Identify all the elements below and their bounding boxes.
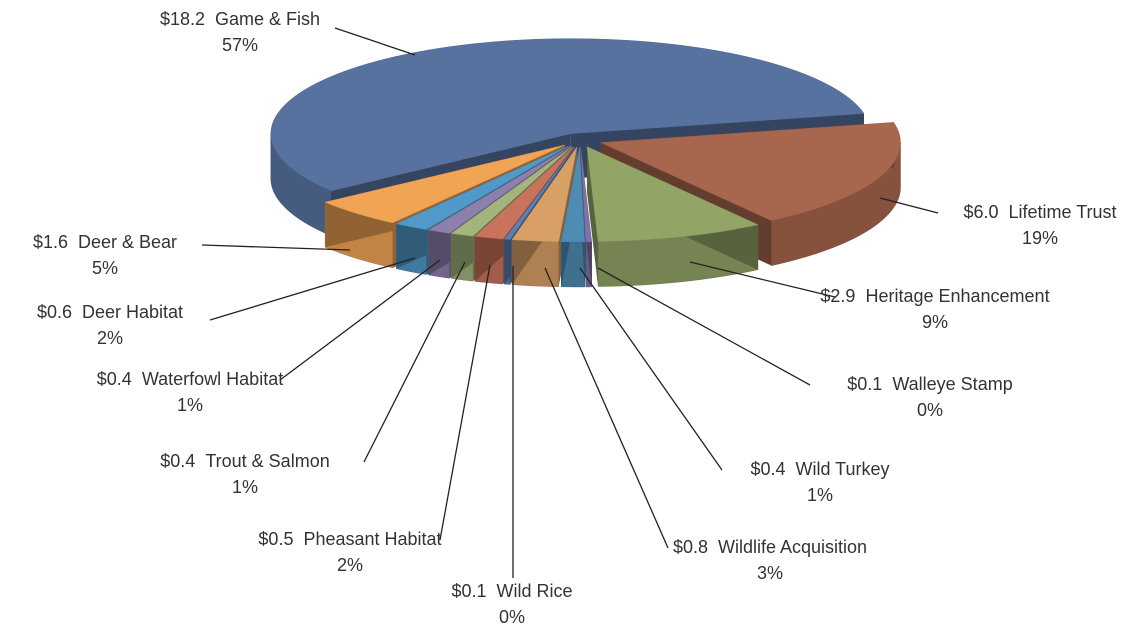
leader-line [279,259,441,381]
leader-line [689,261,836,298]
value-label: $0.4 [750,459,785,479]
percent-label: 5% [92,258,118,278]
data-label: $0.6 Deer Habitat [37,302,183,322]
slice-top [450,146,573,237]
leader-line [579,267,723,471]
slice-top [560,146,586,243]
value-label: $18.2 [160,9,205,29]
percent-label: 2% [97,328,123,348]
category-label: Wildlife Acquisition [718,537,867,557]
slice-top [586,146,759,242]
slice [560,146,586,288]
category-label: Deer Habitat [82,302,183,322]
percent-label: 2% [337,555,363,575]
value-label: $0.1 [847,374,882,394]
value-label: $0.1 [451,581,486,601]
category-label: Wild Rice [497,581,573,601]
category-label: Wild Turkey [796,459,890,479]
percent-label: 0% [499,607,525,625]
data-label: $0.4 Wild Turkey [750,459,889,479]
data-label: $0.1 Wild Rice [451,581,572,601]
percent-label: 1% [807,485,833,505]
category-label: Game & Fish [215,9,320,29]
slice [586,146,759,287]
value-label: $0.8 [673,537,708,557]
data-label: $6.0 Lifetime Trust [963,202,1116,222]
data-label: $0.5 Pheasant Habitat [258,529,441,549]
percent-label: 57% [222,35,258,55]
data-label: $0.4 Trout & Salmon [160,451,329,471]
slice-top [503,146,576,240]
slice-wall [586,146,599,287]
leader-line [879,197,939,214]
slice-top [474,146,574,240]
category-label: Deer & Bear [78,232,177,252]
leader-line [439,264,491,541]
percent-label: 3% [757,563,783,583]
percent-label: 1% [232,477,258,497]
leader-line [334,27,416,56]
data-label: $1.6 Deer & Bear [33,232,177,252]
category-label: Heritage Enhancement [865,286,1049,306]
data-label: $18.2 Game & Fish [160,9,320,29]
category-label: Lifetime Trust [1009,202,1117,222]
slice-top [427,146,571,234]
category-label: Trout & Salmon [205,451,329,471]
leader-line [597,267,811,386]
slice-top [395,145,569,230]
slice-top [324,144,565,224]
category-label: Pheasant Habitat [303,529,441,549]
value-label: $0.4 [97,369,132,389]
category-label: Waterfowl Habitat [142,369,283,389]
data-label: $0.8 Wildlife Acquisition [673,537,867,557]
percent-label: 9% [922,312,948,332]
category-label: Walleye Stamp [892,374,1012,394]
slice-top [270,38,865,192]
slice-top [511,146,578,242]
value-label: $1.6 [33,232,68,252]
leader-line [201,244,351,251]
percent-label: 0% [917,400,943,420]
value-label: $0.6 [37,302,72,322]
value-label: $0.5 [258,529,293,549]
value-label: $6.0 [963,202,998,222]
slice-top [580,146,593,243]
data-label: $0.4 Waterfowl Habitat [97,369,283,389]
slice-top [600,122,901,221]
value-label: $2.9 [820,286,855,306]
leader-line [544,267,669,549]
value-label: $0.4 [160,451,195,471]
percent-label: 1% [177,395,203,415]
data-label: $2.9 Heritage Enhancement [820,286,1049,306]
leader-line [209,257,416,321]
percent-label: 19% [1022,228,1058,248]
data-label: $0.1 Walleye Stamp [847,374,1012,394]
leader-line [363,261,466,463]
